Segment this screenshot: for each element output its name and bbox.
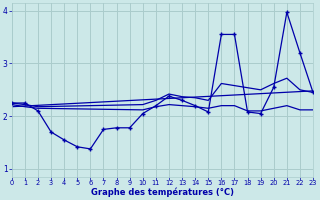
X-axis label: Graphe des températures (°C): Graphe des températures (°C) <box>91 188 234 197</box>
